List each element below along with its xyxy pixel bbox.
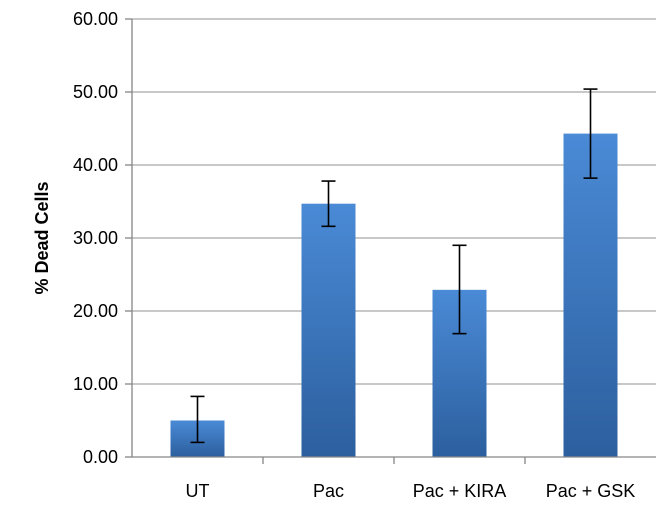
y-tick-label: 10.00 [73,374,118,394]
tick-labels: 0.00 10.00 20.00 30.00 40.00 50.00 60.00 UT Pac P… [73,9,635,501]
x-category-label: Pac + GSK [546,481,636,501]
y-tick-label: 0.00 [83,447,118,467]
y-tick-label: 40.00 [73,155,118,175]
y-tick-label: 50.00 [73,82,118,102]
bar [563,133,618,458]
x-category-label: Pac + KIRA [413,481,507,501]
x-category-label: Pac [313,481,344,501]
bars [170,133,618,458]
error-bars [190,88,598,444]
bar [301,203,356,457]
y-tick-label: 60.00 [73,9,118,29]
y-tick-label: 20.00 [73,301,118,321]
x-category-label: UT [186,481,210,501]
y-tick-label: 30.00 [73,228,118,248]
y-axis-title: % Dead Cells [32,181,52,294]
axes [125,18,656,464]
